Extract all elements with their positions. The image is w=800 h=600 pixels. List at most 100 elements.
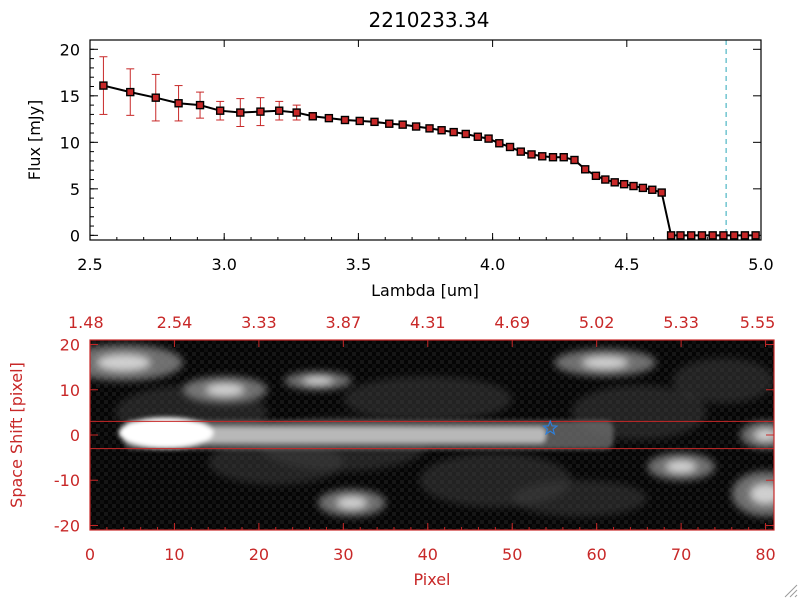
y-tick-label: 15 [60, 87, 80, 106]
pixel-tick-label: 80 [755, 545, 775, 564]
image-haze-patch [672, 358, 774, 404]
pixel-tick-label: 20 [249, 545, 269, 564]
data-point [425, 124, 434, 133]
data-point [601, 175, 610, 184]
data-point [666, 231, 676, 240]
x-tick-label: 3.5 [346, 255, 371, 274]
image-blob-core [336, 496, 367, 509]
data-point [610, 178, 619, 187]
image-blob-core [302, 376, 334, 385]
wavelength-tick-label: 1.48 [68, 313, 104, 332]
data-point [308, 112, 317, 121]
data-point [505, 142, 515, 152]
data-point [195, 100, 205, 110]
data-point [236, 108, 245, 117]
data-point [570, 155, 579, 165]
pixel-tick-label: 0 [85, 545, 95, 564]
image-haze-patch [512, 480, 648, 517]
x-tick-label: 2.5 [77, 255, 102, 274]
data-point [473, 132, 483, 141]
x-tick-label: 4.0 [480, 255, 505, 274]
x-tick-label: 4.5 [614, 255, 639, 274]
spectral-image: 0 10 20 30 40 50 60 70 80 -20 -10 0 10 20 1.48 2.54 3.33… [7, 313, 776, 589]
data-point [676, 231, 685, 240]
flux-errorbars [99, 56, 666, 196]
data-point [461, 129, 470, 139]
image-blob-core [97, 354, 151, 371]
data-point [151, 93, 160, 102]
data-point [538, 152, 547, 161]
data-point [126, 87, 135, 97]
data-point [370, 117, 379, 127]
spectral-image-xlabel: Pixel [413, 570, 450, 589]
image-blob-core [754, 428, 774, 442]
pixel-tick-label: 70 [671, 545, 691, 564]
pixel-tick-label: 30 [333, 545, 353, 564]
data-point [580, 165, 590, 174]
pixel-tick-label: 60 [586, 545, 606, 564]
data-point [657, 188, 666, 197]
data-point [449, 127, 458, 137]
data-point [740, 231, 750, 240]
flux-plot-frame [89, 39, 762, 241]
y-tick-label: 5 [70, 180, 80, 199]
flux-plot-ticks: 2.5 3.0 3.5 4.0 4.5 5.0 0 5 10 15 20 [60, 40, 774, 274]
spectral-trace [118, 417, 614, 450]
x-tick-label: 5.0 [748, 255, 773, 274]
data-point [708, 231, 717, 240]
shift-tick-label: 10 [60, 381, 80, 400]
image-blob-core [665, 460, 697, 473]
spectral-image-pixels [90, 340, 774, 530]
data-point [548, 153, 558, 162]
data-point [292, 108, 301, 117]
shift-tick-label: -10 [54, 471, 80, 490]
flux-plot-xlabel: Lambda [um] [371, 281, 479, 300]
image-blob-core [582, 356, 628, 369]
shift-tick-label: -20 [54, 516, 80, 535]
image-blob-core [206, 383, 245, 396]
data-point [527, 150, 536, 159]
data-point [437, 126, 446, 135]
data-point [619, 179, 629, 189]
wavelength-tick-label: 2.54 [157, 313, 193, 332]
data-point [215, 106, 225, 115]
y-tick-label: 20 [60, 40, 80, 59]
data-point [751, 231, 760, 240]
data-point [324, 113, 334, 123]
data-point [275, 106, 284, 115]
data-point [256, 107, 265, 116]
trace-core [140, 426, 546, 444]
y-tick-label: 0 [70, 226, 80, 245]
wavelength-tick-label: 3.33 [241, 313, 277, 332]
wavelength-tick-label: 4.69 [494, 313, 530, 332]
data-point [648, 185, 657, 194]
shift-tick-label: 20 [60, 336, 80, 355]
spectral-image-frame [89, 339, 775, 531]
data-point [591, 171, 601, 181]
pixel-tick-label: 40 [418, 545, 438, 564]
resize-grip-icon[interactable] [784, 584, 798, 598]
image-haze-patch [343, 376, 513, 422]
image-blobs [90, 344, 774, 517]
data-point [398, 120, 407, 129]
wavelength-tick-label: 3.87 [326, 313, 362, 332]
trace-peak [118, 417, 214, 449]
data-point [687, 231, 696, 240]
data-point [629, 181, 638, 191]
pixel-tick-label: 10 [164, 545, 184, 564]
data-point [719, 231, 728, 240]
data-point [484, 134, 493, 143]
data-point [99, 81, 108, 90]
data-point [697, 231, 707, 240]
flux-plot-ylabel: Flux [mJy] [25, 100, 44, 181]
wavelength-tick-label: 5.55 [740, 313, 776, 332]
spectral-image-ylabel: Space Shift [pixel] [7, 362, 26, 508]
image-blob-core [750, 483, 774, 504]
wavelength-tick-label: 5.02 [579, 313, 615, 332]
pixel-tick-label: 50 [502, 545, 522, 564]
data-point [340, 115, 350, 125]
data-point [355, 116, 364, 126]
wavelength-tick-label: 5.33 [663, 313, 699, 332]
data-point [495, 139, 504, 148]
